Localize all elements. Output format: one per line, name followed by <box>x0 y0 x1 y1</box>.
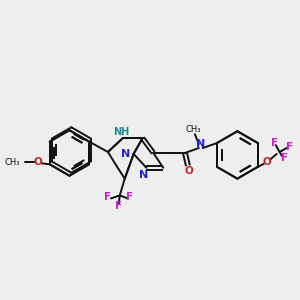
Text: CH₃: CH₃ <box>185 125 201 134</box>
Text: CH₃: CH₃ <box>4 158 20 167</box>
Text: N: N <box>121 149 130 159</box>
Text: F: F <box>115 201 122 211</box>
Text: F: F <box>104 192 112 203</box>
Text: O: O <box>184 166 193 176</box>
Text: O: O <box>262 157 271 167</box>
Text: N: N <box>139 170 148 180</box>
Text: F: F <box>126 192 133 203</box>
Text: O: O <box>34 157 42 167</box>
Text: N: N <box>196 139 206 149</box>
Text: F: F <box>281 153 288 163</box>
Text: F: F <box>286 142 293 152</box>
Text: NH: NH <box>112 127 129 137</box>
Text: F: F <box>271 138 278 148</box>
